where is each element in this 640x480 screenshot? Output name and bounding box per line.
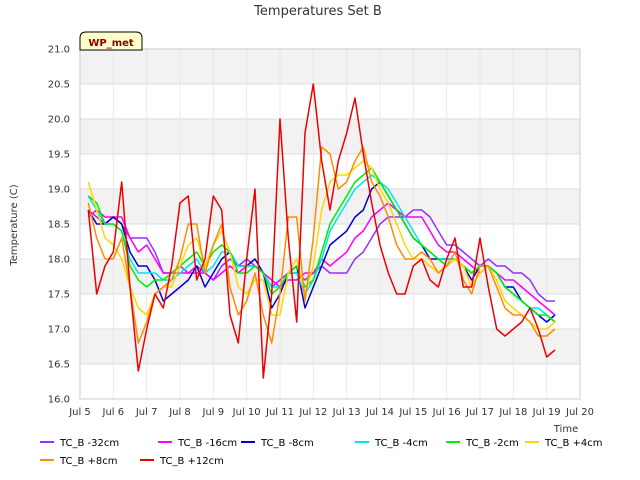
legend-label: TC_B -32cm — [59, 438, 119, 449]
series-line — [87, 146, 556, 344]
x-tick-label: Jul 7 — [135, 407, 158, 418]
x-tick-label: Jul 8 — [168, 407, 191, 418]
legend: TC_B -32cm TC_B -16cm TC_B -8cm TC_B -4cm TC… — [40, 438, 603, 467]
legend-label: TC_B -4cm — [374, 438, 428, 449]
y-tick-label: 16.0 — [48, 395, 70, 406]
chart-title: Temperatures Set B — [253, 4, 382, 19]
y-axis-title: Temperature (C) — [9, 184, 20, 266]
y-tick-label: 17.5 — [48, 290, 70, 301]
x-tick-label: Jul 20 — [565, 407, 594, 418]
x-axis-title: Time — [553, 424, 578, 435]
x-tick-label: Jul 16 — [432, 407, 461, 418]
x-tick-label: Jul 13 — [332, 407, 361, 418]
x-tick-label: Jul 6 — [102, 407, 125, 418]
x-tick-label: Jul 19 — [532, 407, 561, 418]
legend-label: TC_B -8cm — [260, 438, 314, 449]
grid-band — [80, 49, 580, 84]
x-tick-label: Jul 12 — [298, 407, 327, 418]
y-tick-label: 20.0 — [48, 115, 70, 126]
legend-label: TC_B -2cm — [465, 438, 519, 449]
x-tick-label: Jul 14 — [365, 407, 394, 418]
grid-band — [80, 329, 580, 364]
x-tick-label: Jul 15 — [398, 407, 427, 418]
grid-band — [80, 259, 580, 294]
series-line — [87, 167, 556, 323]
badge: WP_met — [79, 31, 143, 51]
y-tick-label: 21.0 — [48, 45, 70, 56]
grid-band — [80, 119, 580, 154]
y-tick-label: 19.0 — [48, 185, 70, 196]
plot-area: 16.0 16.5 17.0 17.5 18.0 18.5 19.0 19.5 20.0 20.5… — [48, 45, 594, 419]
x-tick-label: Jul 10 — [232, 407, 261, 418]
y-tick-label: 17.0 — [48, 325, 70, 336]
x-tick-label: Jul 17 — [465, 407, 494, 418]
legend-label: TC_B +12cm — [159, 456, 224, 467]
badge-text: WP_met — [88, 38, 134, 49]
x-tick-label: Jul 18 — [498, 407, 527, 418]
series-line — [87, 83, 556, 379]
series-line — [87, 160, 556, 330]
y-tick-label: 18.0 — [48, 255, 70, 266]
x-tick-label: Jul 9 — [202, 407, 225, 418]
y-tick-label: 16.5 — [48, 360, 70, 371]
legend-label: TC_B +8cm — [59, 456, 118, 467]
x-tick-label: Jul 11 — [265, 407, 294, 418]
y-tick-label: 18.5 — [48, 220, 70, 231]
legend-label: TC_B -16cm — [177, 438, 237, 449]
x-tick-label: Jul 5 — [68, 407, 91, 418]
legend-label: TC_B +4cm — [544, 438, 603, 449]
y-tick-label: 19.5 — [48, 150, 70, 161]
badge-shape — [79, 31, 143, 51]
plot-frame — [79, 48, 581, 400]
series-line — [87, 181, 556, 323]
y-tick-label: 20.5 — [48, 80, 70, 91]
